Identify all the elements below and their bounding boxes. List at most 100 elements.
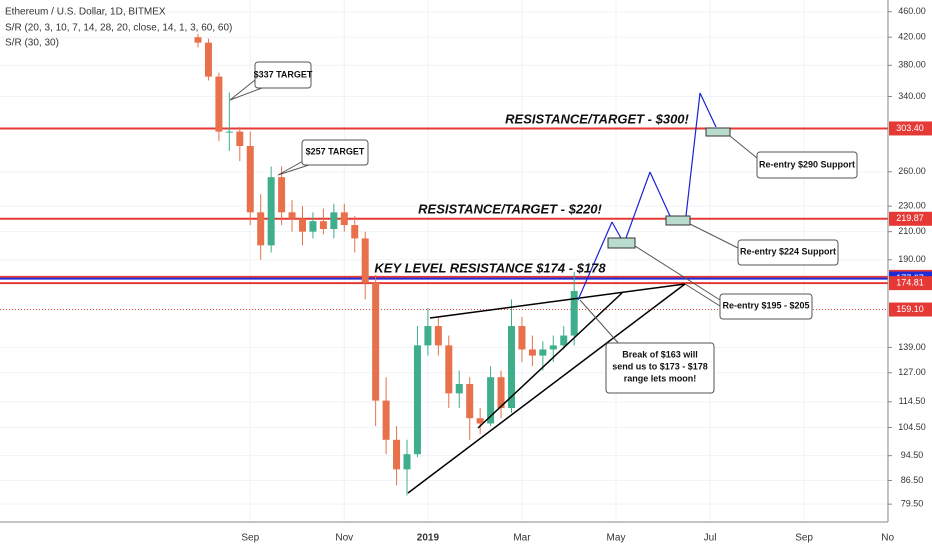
candle-body [518,326,526,350]
candle-body [560,335,568,346]
x-tick-label: Nov [335,533,353,544]
candle-body [497,377,505,409]
candle-body [288,212,296,219]
annotation: KEY LEVEL RESISTANCE $174 - $178 [374,260,606,275]
candle-body [278,177,286,213]
y-tick-label: 460.00 [898,6,926,16]
y-tick-label: 86.50 [901,475,924,485]
callout-text: send us to $173 - $178 [612,361,708,371]
callout-text: $337 TARGET [254,69,313,79]
y-tick-label: 190.00 [898,254,926,264]
axes: 460.00 420.00 380.00 340.00 260.00 230.00 210.… [241,6,932,544]
x-tick-label: Sep [795,533,813,544]
candle-body [319,221,327,230]
candle-body [549,345,557,350]
y-tick-label: 420.00 [898,32,926,42]
y-tick-label: 104.50 [898,422,926,432]
candles [194,33,578,496]
level-tag [889,302,932,317]
callout-line [634,245,721,301]
candle-body [340,212,348,226]
candle-body [445,345,453,394]
indicator: S/R (30, 30) [5,38,59,49]
callout-text: Break of $163 will [622,349,698,359]
level-tag [889,276,932,291]
re-entry-box [665,215,691,226]
y-tick-label: 114.50 [899,396,926,406]
y-tick-label: 210.00 [898,226,926,236]
arrow [685,92,701,217]
x-tick-label: May [607,533,626,544]
candle-body [570,290,578,336]
candle-body [487,377,495,424]
candle-body [225,131,233,133]
x-tick-label: Sep [241,533,259,544]
re-entry-box [607,237,636,249]
callout-text: $257 TARGET [306,146,365,156]
candle-body [267,177,275,246]
x-tick-label: No [881,533,894,544]
annotation: RESISTANCE/TARGET - $220! [418,201,602,216]
re-entry-box [705,127,731,137]
level-label: 303.40 [896,123,924,133]
levels [0,127,888,311]
y-tick-label: 127.00 [898,367,926,377]
candle-body [361,238,369,283]
y-tick-label: 139.00 [898,342,926,352]
callout-box [719,293,813,320]
arrow [699,92,717,128]
trendline [407,283,686,494]
callout-box [737,239,839,266]
callout-text: Re-entry $290 Support [759,159,855,169]
candle-body [257,212,265,246]
callout-text: Re-entry $224 Support [740,246,836,256]
callout-line [684,283,721,307]
callout-line [579,299,621,346]
candle-body [424,326,432,346]
y-tick-label: 260.00 [898,166,926,176]
callout-box [254,61,312,89]
candle-body [466,384,474,419]
arrow [577,221,613,301]
callout-box [301,139,369,166]
level-label: 159.10 [896,304,924,314]
y-tick-label: 380.00 [898,60,926,70]
candle-body [246,146,254,213]
candle-body [508,326,515,409]
candle-body [455,384,463,394]
candle-body [236,131,244,147]
annotation: RESISTANCE/TARGET - $300! [505,111,689,126]
drawings [229,79,758,494]
callout-line [729,135,758,159]
y-tick-label: 94.50 [901,450,924,460]
candle-body [215,76,223,132]
callout-text: range lets moon! [624,373,697,383]
candle-body [204,42,212,77]
y-tick-label: 340.00 [898,91,926,101]
x-tick-label: Mar [513,533,531,544]
trendline [477,292,623,429]
trendline [429,283,686,319]
candle-body [403,454,411,470]
callout-box [605,342,715,394]
candle-body [372,282,380,401]
indicator: S/R (20, 3, 10, 7, 14, 28, 20, close, 14… [5,23,232,34]
candle-body [309,221,317,232]
x-tick-label: 2019 [417,533,440,544]
level-label: 219.87 [896,213,924,223]
y-tick-label: 230.00 [898,201,926,211]
candle-body [528,349,536,356]
callouts: $337 TARGET $257 TARGET Re-entry $290 Su… [254,61,858,394]
x-tick-label: Jul [704,533,717,544]
callout-box [756,151,858,179]
arrow [625,171,651,239]
candle-body [351,225,359,239]
level-tag [889,211,932,226]
candle-body [413,345,421,455]
level-label: 174.81 [896,277,924,287]
callout-text: Re-entry $195 - $205 [722,300,809,310]
arrow [649,171,671,217]
y-tick-label: 79.50 [901,499,924,509]
